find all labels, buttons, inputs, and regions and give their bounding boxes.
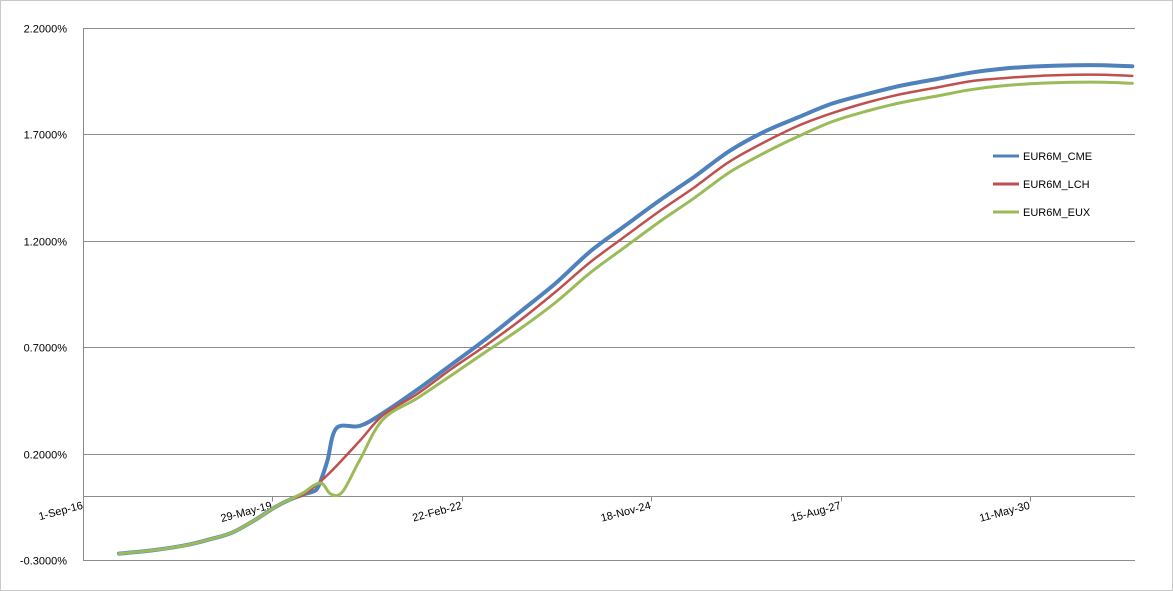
gridlines: [83, 28, 1135, 561]
y-tick-label: 2.2000%: [24, 24, 68, 36]
x-tick-labels: 1-Sep-16 29-May-19 22-Feb-22 18-Nov-24 15-Au…: [37, 500, 1031, 525]
legend-label: EUR6M_CME: [1023, 151, 1092, 163]
y-tick-label: 0.7000%: [24, 343, 68, 355]
y-tick-label: -0.3000%: [20, 556, 67, 568]
legend: EUR6M_CME EUR6M_LCH EUR6M_EUX: [993, 151, 1092, 219]
series-line-eur6m-lch: [117, 73, 1134, 555]
x-tick-label: 11-May-30: [978, 500, 1031, 525]
y-tick-label: 0.2000%: [24, 450, 68, 462]
x-tick-label: 15-Aug-27: [790, 500, 843, 525]
y-tick-labels: -0.3000% 0.2000% 0.7000% 1.2000% 1.7000% 2.20…: [20, 24, 67, 568]
series-lines: [117, 63, 1135, 556]
series-line-eur6m-cme: [117, 63, 1135, 556]
x-tick-label: 22-Feb-22: [411, 500, 463, 525]
series-line-eur6m-eux: [117, 80, 1134, 556]
x-tick-label: 18-Nov-24: [600, 500, 653, 525]
legend-label: EUR6M_LCH: [1023, 179, 1090, 191]
y-tick-label: 1.7000%: [24, 130, 68, 142]
x-tick-label: 1-Sep-16: [37, 500, 84, 523]
legend-label: EUR6M_EUX: [1023, 207, 1091, 219]
y-tick-label: 1.2000%: [24, 237, 68, 249]
axes: [83, 28, 1135, 560]
